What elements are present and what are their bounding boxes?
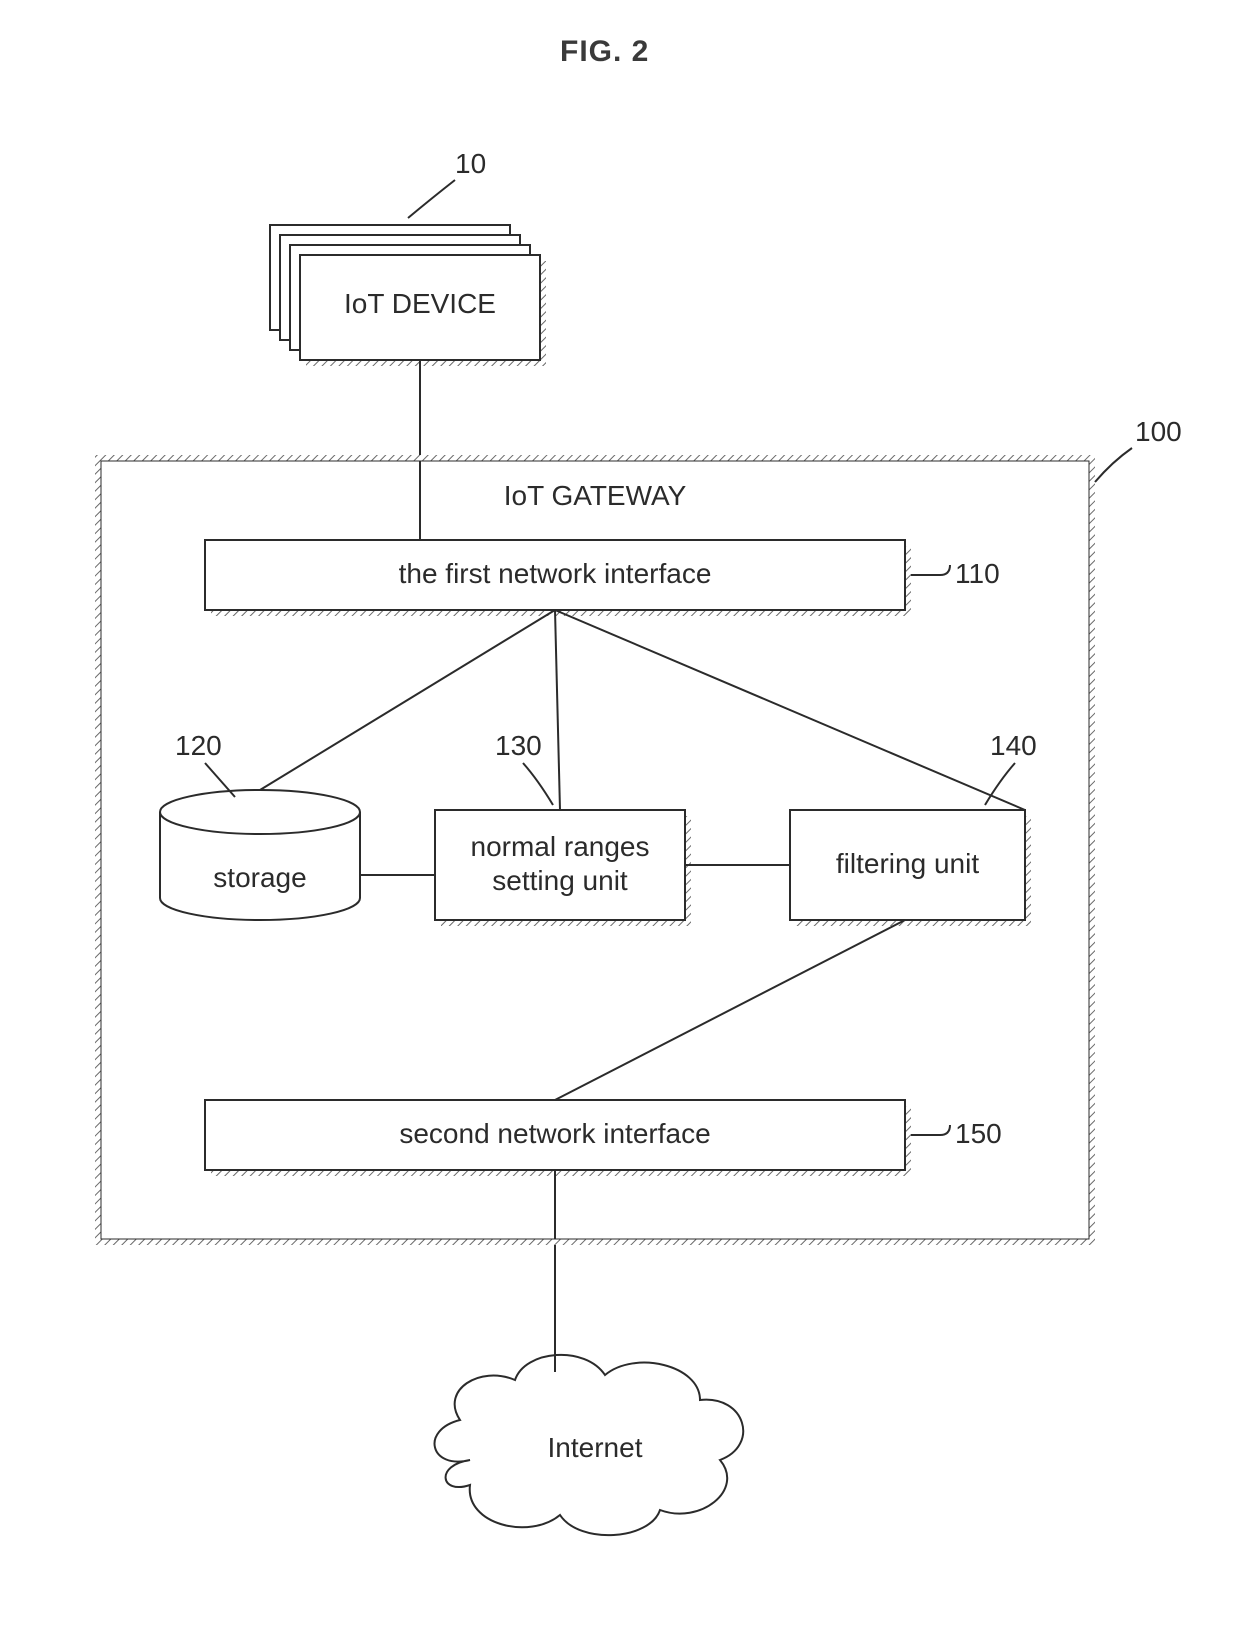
storage-label: storage	[160, 862, 360, 894]
diagram-canvas: FIG. 2	[0, 0, 1240, 1626]
gateway-title: IoT GATEWAY	[95, 480, 1095, 512]
ref-120: 120	[175, 730, 222, 762]
node-storage	[160, 790, 360, 920]
ref-110: 110	[955, 558, 1000, 590]
ref-140: 140	[990, 730, 1037, 762]
first-interface-label: the first network interface	[205, 558, 905, 590]
second-interface-label: second network interface	[205, 1118, 905, 1150]
filtering-unit-label: filtering unit	[790, 848, 1025, 880]
iot-device-label: IoT DEVICE	[300, 288, 540, 320]
ref-10: 10	[455, 148, 486, 180]
diagram-svg	[0, 0, 1240, 1626]
ref-100: 100	[1135, 416, 1182, 448]
internet-label: Internet	[455, 1432, 735, 1464]
ref-130: 130	[495, 730, 542, 762]
normal-ranges-label: normal ranges setting unit	[435, 830, 685, 897]
ref-150: 150	[955, 1118, 1002, 1150]
